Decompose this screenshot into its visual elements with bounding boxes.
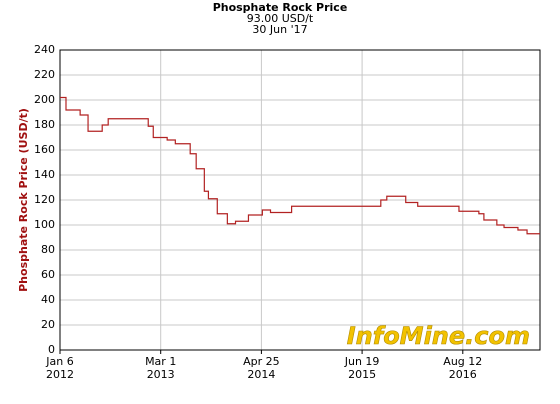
y-tick-label: 80 xyxy=(41,243,55,256)
x-tick-label: Jun 19 xyxy=(344,355,380,368)
y-tick-label: 160 xyxy=(34,143,55,156)
y-tick-label: 60 xyxy=(41,268,55,281)
chart-title: Phosphate Rock Price xyxy=(213,1,348,14)
x-tick-label: Mar 1 xyxy=(145,355,176,368)
y-tick-label: 240 xyxy=(34,43,55,56)
x-tick-label: 2016 xyxy=(449,368,477,381)
date-label: 30 Jun '17 xyxy=(252,23,307,36)
y-tick-label: 20 xyxy=(41,318,55,331)
plot-frame xyxy=(59,49,541,351)
y-tick-label: 100 xyxy=(34,218,55,231)
watermark: InfoMine.com xyxy=(347,322,530,350)
x-tick-label: 2012 xyxy=(46,368,74,381)
y-tick-label: 40 xyxy=(41,293,55,306)
y-tick-label: 120 xyxy=(34,193,55,206)
y-tick-label: 220 xyxy=(34,68,55,81)
x-tick-label: 2013 xyxy=(147,368,175,381)
x-tick-label: Jan 6 xyxy=(45,355,73,368)
price-line xyxy=(60,96,540,235)
x-tick-label: 2015 xyxy=(348,368,376,381)
y-tick-label: 140 xyxy=(34,168,55,181)
y-tick-label: 0 xyxy=(48,343,55,356)
x-tick-label: 2014 xyxy=(247,368,275,381)
x-tick-label: Aug 12 xyxy=(443,355,482,368)
y-tick-label: 200 xyxy=(34,93,55,106)
y-axis-label: Phosphate Rock Price (USD/t) xyxy=(17,108,30,292)
x-tick-label: Apr 25 xyxy=(243,355,280,368)
chart-subtitle: 93.00 USD/t xyxy=(247,12,314,25)
y-tick-label: 180 xyxy=(34,118,55,131)
